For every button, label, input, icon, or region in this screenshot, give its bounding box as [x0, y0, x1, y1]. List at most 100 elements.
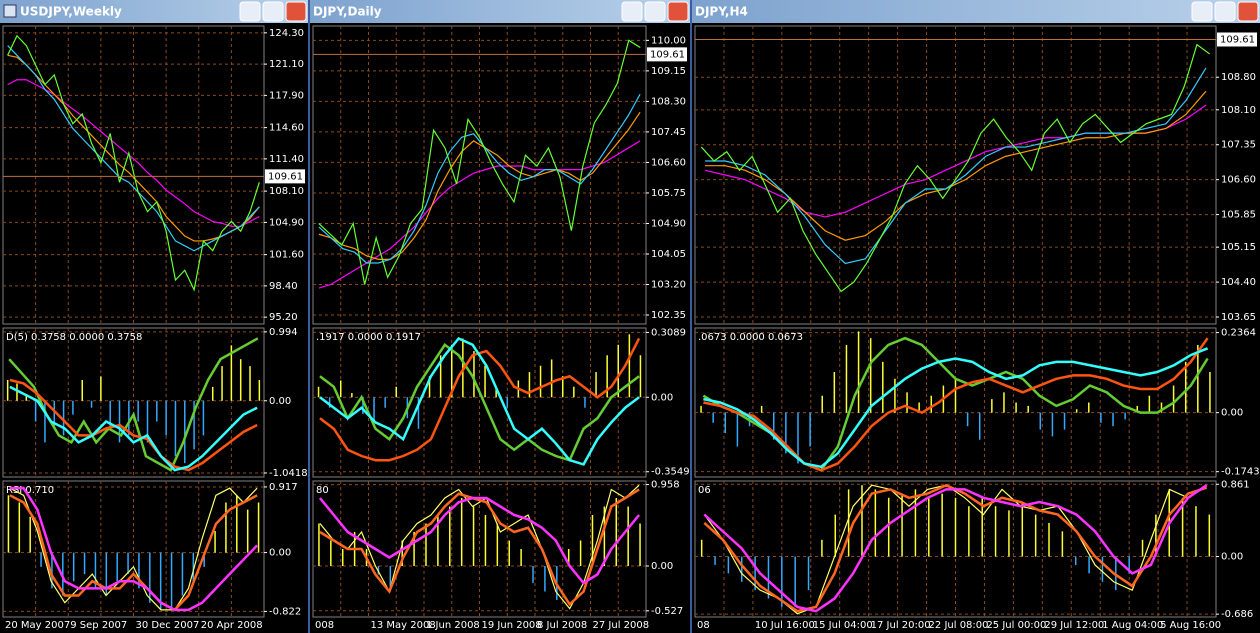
indicator-line: [319, 336, 640, 466]
indicator-line: [703, 337, 1209, 472]
indicator-label: .1917 0.0000 0.1917: [316, 332, 421, 343]
x-tick-label: 29 Jul 12:00: [1044, 620, 1104, 631]
y-tick-label: 111.40: [269, 154, 304, 165]
title-bar: [310, 0, 690, 23]
y-tick-label: 98.40: [269, 281, 298, 292]
y-tick-label: 108.10: [269, 186, 304, 197]
y-tick-label: 0.00: [651, 392, 673, 403]
indicator-line: [7, 79, 260, 227]
y-tick-label: 121.10: [269, 59, 304, 70]
y-tick-label: 106.60: [1221, 175, 1256, 186]
y-tick-label: 124.30: [269, 28, 304, 39]
y-tick-label: 104.90: [651, 218, 686, 229]
y-tick-label: 0.917: [269, 482, 298, 493]
close-button[interactable]: [285, 1, 307, 22]
y-tick-label: 0.00: [1221, 408, 1243, 419]
title-bar: [0, 0, 308, 23]
x-tick-label: 30 Dec 2007: [136, 620, 200, 631]
price-label-box: [1217, 32, 1257, 47]
maximize-button[interactable]: [644, 1, 666, 22]
indicator-label: RSI 0.710: [6, 485, 54, 496]
y-tick-label: -0.1743: [1221, 467, 1260, 478]
y-tick-label: 107.35: [1221, 140, 1256, 151]
chart-window[interactable]: DJPY,H4 108.80 108.10 107.35 106.60 105.85 105…: [692, 0, 1260, 633]
x-tick-label: 19 Jun 2008: [482, 620, 542, 631]
y-tick-label: 109.15: [651, 66, 686, 77]
y-tick-label: 108.30: [651, 96, 686, 107]
x-tick-label: 25 Jul 00:00: [986, 620, 1046, 631]
chart-window[interactable]: USDJPY,Weekly 124.30 121.10 117.90 114.60 111…: [0, 0, 308, 633]
x-tick-label: 1 Jun 2008: [426, 620, 480, 631]
x-tick-label: 20 Apr 2008: [201, 620, 263, 631]
x-tick-label: 15 Jul 04:00: [813, 620, 873, 631]
y-tick-label: 0.3089: [651, 327, 686, 338]
indicator-line: [7, 54, 260, 242]
y-tick-label: 108.10: [1221, 105, 1256, 116]
x-tick-label: 5 Aug 16:00: [1160, 620, 1221, 631]
y-tick-label: 0.00: [1221, 552, 1243, 563]
y-tick-label: 103.20: [651, 280, 686, 291]
indicator-line: [9, 494, 258, 612]
price-label: 109.61: [1220, 35, 1255, 46]
y-tick-label: 0.994: [269, 327, 298, 338]
y-tick-label: -0.527: [651, 606, 683, 617]
minimize-button[interactable]: [1191, 1, 1213, 22]
maximize-button[interactable]: [1214, 1, 1236, 22]
x-tick-label: 20 May 2007: [5, 620, 70, 631]
close-button[interactable]: [1237, 1, 1259, 22]
x-tick-label: 9 Sep 2007: [70, 620, 127, 631]
indicator-line: [9, 486, 259, 612]
indicator-line: [703, 347, 1209, 469]
indicator-line: [705, 67, 1207, 265]
indicator-line: [703, 484, 1208, 613]
y-tick-label: 107.45: [651, 127, 686, 138]
indicator-label: D(5) 0.3758 0.0000 0.3758: [6, 332, 142, 343]
price-label-box: [647, 47, 687, 62]
indicator-label: 80: [316, 485, 329, 496]
indicator-line: [318, 93, 641, 264]
y-tick-label: 105.15: [1221, 242, 1256, 253]
price-label: 109.61: [650, 49, 685, 60]
indicator-line: [318, 140, 641, 289]
y-tick-label: 104.90: [269, 217, 304, 228]
y-tick-label: 0.00: [269, 548, 291, 559]
indicator-line: [319, 342, 640, 462]
y-tick-label: 104.40: [1221, 277, 1256, 288]
window-frame: [692, 0, 1260, 633]
x-tick-label: 17 Jul 20:00: [871, 620, 931, 631]
chart-window[interactable]: DJPY,Daily 110.00 109.15 108.30 107.45 106.60…: [310, 0, 690, 633]
indicator-line: [319, 484, 640, 610]
window-title: DJPY,H4: [695, 5, 748, 19]
x-tick-label: 008: [315, 620, 334, 631]
y-tick-label: 0.00: [651, 561, 673, 572]
close-button[interactable]: [667, 1, 689, 22]
x-tick-label: 10 Jul 16:00: [755, 620, 815, 631]
y-tick-label: -0.3549: [651, 467, 690, 478]
x-tick-label: 22 Jul 08:00: [929, 620, 989, 631]
x-tick-label: 08: [697, 620, 710, 631]
y-tick-label: -0.822: [269, 606, 301, 617]
indicator-line: [318, 39, 641, 285]
x-tick-label: 8 Jul 2008: [537, 620, 587, 631]
window-title: DJPY,Daily: [313, 5, 382, 19]
x-tick-label: 13 May 2008: [371, 620, 436, 631]
minimize-button[interactable]: [621, 1, 643, 22]
price-label-box: [265, 169, 305, 184]
window-icon: [3, 4, 17, 18]
y-tick-label: 95.20: [269, 312, 298, 323]
maximize-button[interactable]: [262, 1, 284, 22]
y-tick-label: 110.00: [651, 35, 686, 46]
x-tick-label: 1 Aug 04:00: [1102, 620, 1163, 631]
x-tick-label: 27 Jul 2008: [593, 620, 650, 631]
y-tick-label: 101.60: [269, 250, 304, 261]
y-tick-label: 102.35: [651, 310, 686, 321]
y-tick-label: -0.686: [1221, 609, 1253, 620]
y-tick-label: 0.2364: [1221, 328, 1256, 339]
y-tick-label: 0.00: [269, 396, 291, 407]
indicator-line: [7, 34, 260, 292]
indicator-line: [9, 385, 258, 472]
window-title: USDJPY,Weekly: [20, 5, 122, 19]
minimize-button[interactable]: [239, 1, 261, 22]
y-tick-label: 114.60: [269, 123, 304, 134]
